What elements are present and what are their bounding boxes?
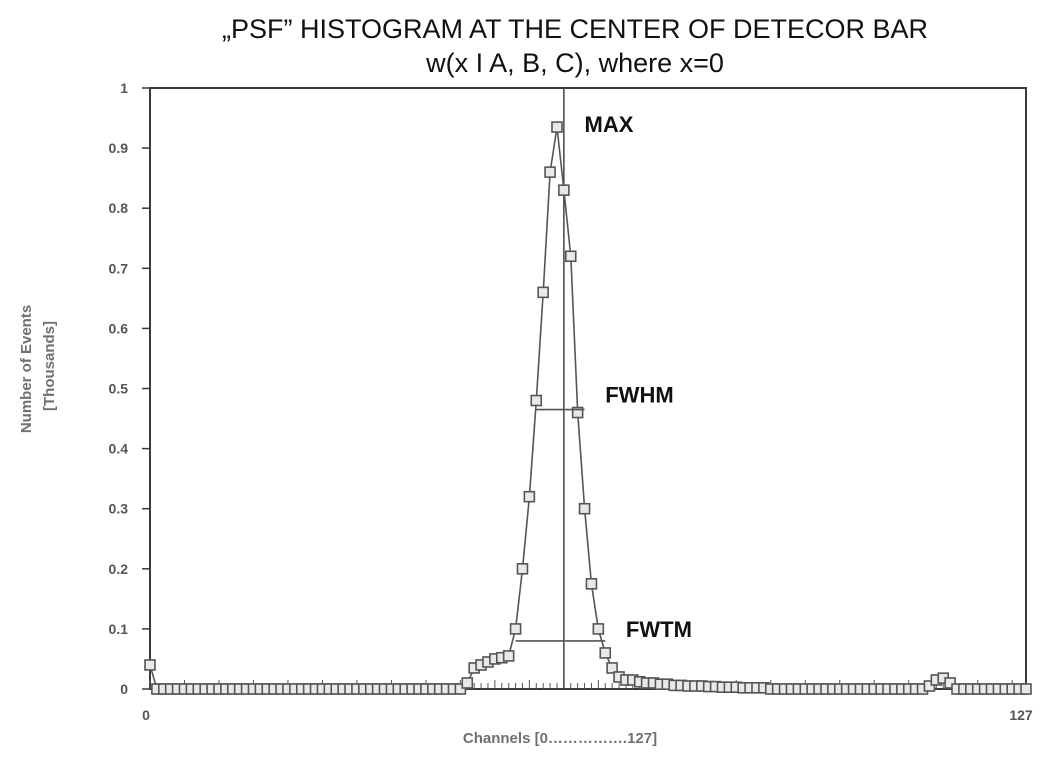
x-tick-label: 127 (1009, 707, 1033, 723)
x-axis-label: Channels [0…………….127] (463, 730, 657, 747)
data-point (606, 662, 618, 674)
annotation-fwtm: FWTM (626, 617, 692, 642)
plot-frame (149, 87, 1027, 690)
data-point (502, 650, 515, 662)
y-tick-label: 0.9 (109, 140, 129, 156)
data-point (537, 286, 549, 299)
data-point (144, 659, 156, 671)
y-tick-label: 0.6 (109, 320, 129, 336)
data-point (564, 250, 577, 263)
chart-subtitle: w(x I A, B, C), where x=0 (426, 48, 724, 78)
data-point (558, 184, 570, 196)
data-point (592, 623, 605, 635)
data-point (530, 394, 543, 407)
y-tick-label: 0 (120, 681, 128, 697)
data-point (578, 502, 591, 515)
y-axis-unit-label: [Thousands] (41, 321, 58, 411)
y-tick-label: 0.4 (109, 441, 129, 457)
data-point (571, 406, 584, 419)
x-tick-label: 0 (142, 707, 150, 723)
y-axis-label: Number of Events (18, 305, 35, 433)
data-point (509, 623, 522, 635)
annotation-fwhm: FWHM (605, 383, 673, 408)
data-point (585, 578, 598, 590)
series-line (149, 126, 1026, 690)
y-tick-label: 0.8 (109, 200, 129, 216)
annotation-max: MAX (585, 112, 634, 137)
data-point (599, 647, 612, 659)
y-tick-label: 0.7 (109, 260, 129, 276)
data-point (454, 683, 467, 695)
data-point (461, 677, 474, 689)
y-tick-label: 1 (120, 80, 128, 96)
y-tick-label: 0.3 (109, 501, 129, 517)
data-point (523, 490, 536, 503)
data-point (544, 166, 556, 178)
chart-title: „PSF” HISTOGRAM AT THE CENTER OF DETECOR… (221, 14, 929, 44)
data-point (944, 677, 956, 689)
data-point (923, 680, 936, 692)
data-point (551, 121, 563, 133)
y-tick-label: 0.5 (109, 381, 129, 397)
y-tick-label: 0.1 (109, 621, 129, 637)
data-point (1020, 683, 1032, 695)
data-point (516, 562, 529, 575)
y-tick-label: 0.2 (109, 561, 129, 577)
